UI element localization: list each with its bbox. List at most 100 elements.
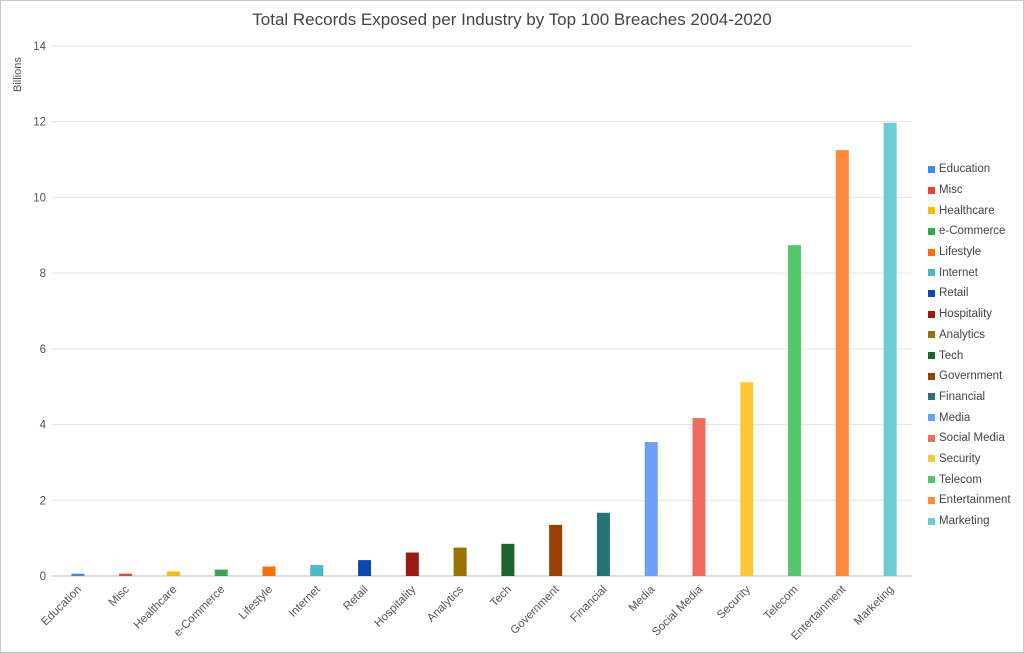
y-tick-label: 0 [40,571,46,583]
x-tick-label: Financial [569,584,610,625]
legend-item: Analytics [928,325,1011,346]
legend-item: Media [928,407,1011,428]
legend-item: Hospitality [928,304,1011,325]
x-tick-label: Retail [341,584,370,613]
legend-label: Tech [939,349,964,362]
x-tick-label: Telecom [762,584,801,623]
legend-label: Government [939,370,1003,383]
x-tick-label: Internet [287,583,324,620]
legend: Education Misc Healthcare e-Commerce Lifesty… [928,159,1011,531]
legend-swatch [928,434,935,442]
y-tick-label: 12 [33,117,46,129]
legend-label: Internet [939,266,978,279]
bar-lifestyle [262,566,276,576]
legend-label: Media [939,411,971,424]
legend-label: Telecom [939,473,982,486]
bar-entertainment [835,150,849,576]
legend-item: Retail [928,283,1011,304]
legend-label: Security [939,452,981,465]
bar-education [71,573,85,576]
bar-e-commerce [214,569,228,576]
legend-item: Social Media [928,428,1011,449]
legend-swatch [928,372,935,380]
legend-label: Lifestyle [939,246,982,259]
x-tick-label: Analytics [425,583,466,624]
bar-government [549,524,563,576]
legend-item: Financial [928,387,1011,408]
legend-swatch [928,269,935,277]
x-tick-label: e-Commerce [172,584,227,639]
legend-swatch [928,289,935,297]
legend-item: Lifestyle [928,242,1011,263]
bar-security [740,382,754,576]
x-tick-label: Misc [107,583,132,608]
legend-item: Healthcare [928,200,1011,221]
legend-item: Tech [928,345,1011,366]
legend-swatch [928,517,935,525]
legend-item: Misc [928,180,1011,201]
bar-financial [596,512,610,576]
bar-hospitality [405,552,419,576]
legend-item: Telecom [928,469,1011,490]
legend-swatch [928,496,935,504]
x-tick-label: Social Media [650,583,705,638]
legend-swatch [928,414,935,422]
x-tick-label: Marketing [852,584,896,628]
legend-label: e-Commerce [939,225,1006,238]
bar-analytics [453,547,467,576]
x-tick-label: Security [715,583,753,621]
legend-label: Healthcare [939,204,995,217]
legend-item: Marketing [928,511,1011,532]
y-tick-label: 10 [33,192,46,204]
legend-label: Hospitality [939,308,993,321]
legend-swatch [928,207,935,215]
x-tick-label: Lifestyle [237,584,275,622]
legend-swatch [928,352,935,360]
legend-swatch [928,331,935,339]
bar-marketing [883,122,897,576]
legend-item: Education [928,159,1011,180]
bar-media [644,441,658,576]
y-tick-label: 4 [40,420,47,432]
x-tick-label: Healthcare [132,584,180,632]
y-tick-label: 8 [40,268,46,280]
legend-swatch [928,455,935,463]
legend-item: Security [928,449,1011,470]
x-tick-label: Hospitality [372,583,418,629]
x-tick-label: Government [509,583,563,637]
bar-internet [310,565,324,576]
x-tick-label: Education [39,584,84,629]
legend-label: Marketing [939,515,990,528]
legend-swatch [928,165,935,173]
legend-item: Government [928,366,1011,387]
y-tick-label: 14 [33,41,46,53]
bar-misc [119,573,133,576]
legend-item: e-Commerce [928,221,1011,242]
legend-swatch [928,476,935,484]
legend-item: Internet [928,262,1011,283]
y-tick-label: 6 [40,344,46,356]
bar-tech [501,543,515,576]
bar-retail [358,560,372,576]
x-tick-label: Tech [488,584,514,610]
chart-title: Total Records Exposed per Industry by To… [252,10,772,29]
legend-label: Analytics [939,328,986,341]
legend-label: Education [939,163,991,176]
bar-healthcare [166,571,180,576]
legend-swatch [928,248,935,256]
legend-swatch [928,310,935,318]
legend-item: Entertainment [928,490,1011,511]
legend-swatch [928,186,935,194]
x-tick-label: Media [627,583,658,614]
legend-label: Retail [939,287,969,300]
y-tick-label: 2 [40,495,46,507]
bar-telecom [788,245,802,576]
legend-swatch [928,227,935,235]
legend-label: Entertainment [939,494,1011,507]
legend-label: Financial [939,390,986,403]
legend-label: Social Media [939,432,1005,445]
legend-swatch [928,393,935,401]
legend-label: Misc [939,184,963,197]
bar-social-media [692,418,706,576]
